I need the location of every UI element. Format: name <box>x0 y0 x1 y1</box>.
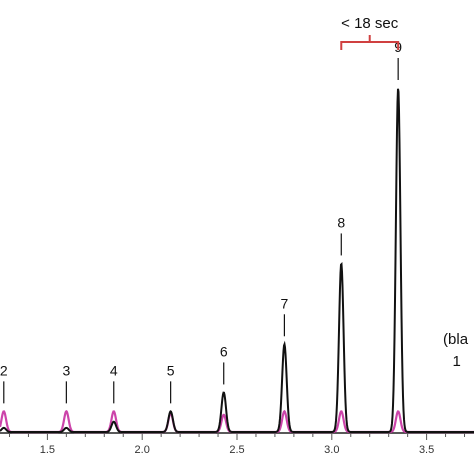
traces <box>0 88 474 434</box>
x-axis: 1.5 2.0 2.5 3.0 3.5 <box>0 432 474 456</box>
partial-label: (bla <box>443 331 469 348</box>
peak-label: 8 <box>337 214 345 230</box>
peak-label: 5 <box>167 362 175 378</box>
black-trace <box>0 88 474 433</box>
peak-label: 7 <box>281 295 289 311</box>
time-bracket <box>340 35 400 50</box>
peak-label: 4 <box>110 362 118 378</box>
peak-label: 6 <box>220 343 228 359</box>
peak-label: 2 <box>0 362 8 378</box>
x-tick-label: 3.5 <box>419 444 434 456</box>
x-tick-label: 2.0 <box>135 444 150 456</box>
peak-label: 3 <box>62 362 70 378</box>
bracket-annotation-text: < 18 sec <box>341 15 399 32</box>
partial-label-number: 1 <box>453 353 461 370</box>
annotations: < 18 sec (bla 1 <box>340 15 469 370</box>
x-tick-label: 2.5 <box>229 444 244 456</box>
x-tick-label: 3.0 <box>324 444 339 456</box>
x-tick-label: 1.5 <box>40 444 55 456</box>
